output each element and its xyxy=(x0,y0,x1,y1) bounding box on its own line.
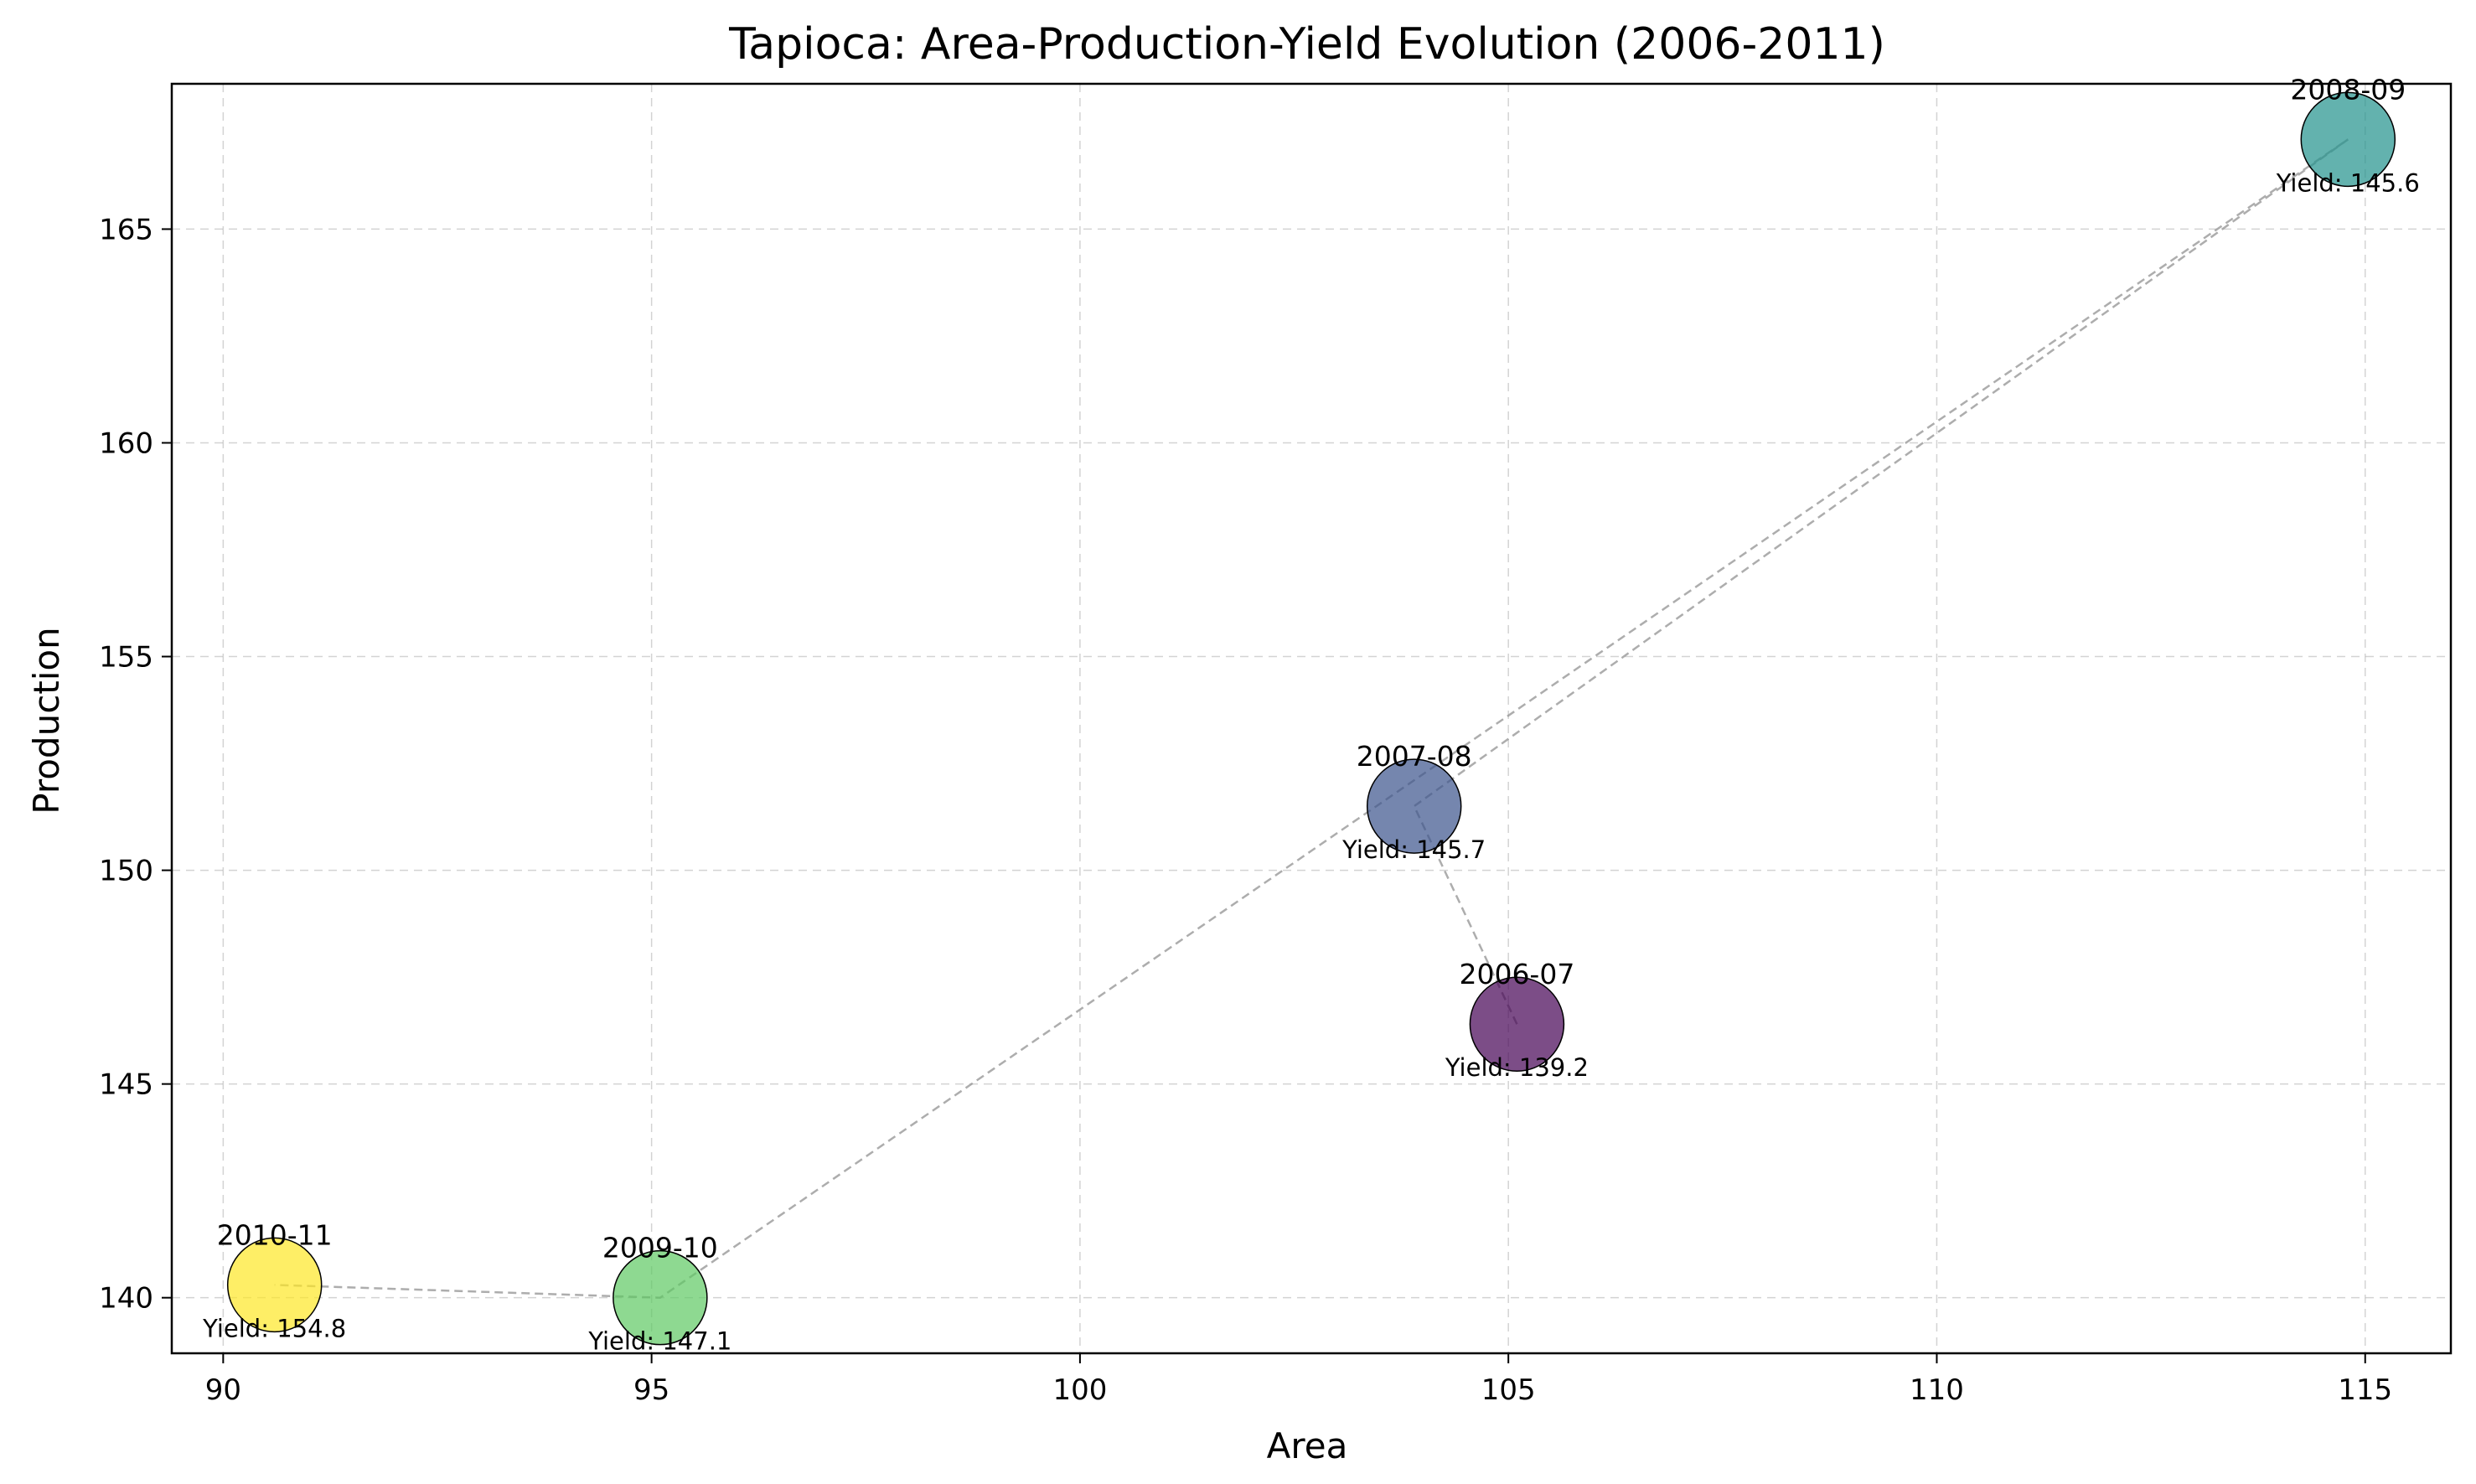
point-yield-label: Yield: 145.6 xyxy=(2276,168,2420,197)
x-tick-label: 110 xyxy=(1910,1373,1964,1407)
data-points xyxy=(226,91,2396,1346)
point-yield-label: Yield: 147.1 xyxy=(587,1327,731,1356)
point-yield-label: Yield: 139.2 xyxy=(1445,1053,1589,1082)
plot-frame xyxy=(170,82,2453,1355)
point-year-label: 2009-10 xyxy=(602,1232,718,1264)
point-yield-label: Yield: 145.7 xyxy=(1341,835,1486,864)
point-year-label: 2010-11 xyxy=(217,1218,333,1251)
data-point xyxy=(226,1237,323,1333)
x-axis-label: Area xyxy=(1267,1425,1348,1466)
y-tick-label: 155 xyxy=(99,641,153,675)
point-year-label: 2008-09 xyxy=(2290,73,2406,106)
point-year-label: 2007-08 xyxy=(1357,740,1472,773)
y-tick-label: 165 xyxy=(99,213,153,246)
y-axis-label: Production xyxy=(26,627,67,814)
x-tick-label: 115 xyxy=(2338,1373,2392,1407)
x-tick-label: 105 xyxy=(1481,1373,1536,1407)
y-tick-label: 140 xyxy=(99,1282,153,1316)
y-tick-label: 145 xyxy=(99,1068,153,1102)
x-tick-label: 95 xyxy=(633,1373,669,1407)
y-tick-label: 150 xyxy=(99,855,153,888)
point-labels: 2006-07 Yield: 139.2 2007-08 Yield: 145.7 20… xyxy=(202,73,2420,1355)
data-point xyxy=(1469,976,1565,1072)
x-tick-label: 100 xyxy=(1052,1373,1107,1407)
data-point xyxy=(2300,91,2396,188)
point-yield-label: Yield: 154.8 xyxy=(202,1314,346,1342)
chart-title: Tapioca: Area-Production-Yield Evolution… xyxy=(728,19,1885,70)
y-tick-label: 160 xyxy=(99,427,153,460)
grid xyxy=(172,84,2451,1353)
axis-ticks: 90 95 100 105 110 115 140 145 150 155 160 165 xyxy=(99,213,2392,1407)
data-point xyxy=(1366,758,1462,854)
data-point xyxy=(613,1249,708,1346)
point-year-label: 2006-07 xyxy=(1459,958,1574,990)
x-tick-label: 90 xyxy=(205,1373,241,1407)
